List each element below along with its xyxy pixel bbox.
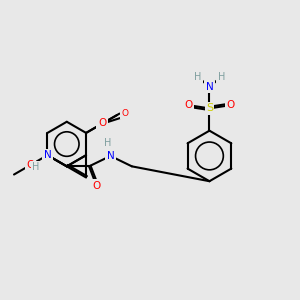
Text: N: N	[206, 82, 213, 92]
Text: H: H	[32, 162, 40, 172]
Text: N: N	[106, 151, 114, 161]
Text: O: O	[121, 109, 128, 118]
Text: O: O	[27, 160, 35, 170]
Text: O: O	[184, 100, 193, 110]
Text: O: O	[226, 100, 234, 110]
Text: H: H	[194, 72, 201, 82]
Text: O: O	[99, 118, 107, 128]
Text: O: O	[98, 119, 106, 129]
Text: H: H	[104, 138, 111, 148]
Text: N: N	[44, 150, 51, 160]
Text: S: S	[206, 103, 213, 113]
Text: O: O	[92, 181, 101, 191]
Text: H: H	[218, 72, 225, 82]
